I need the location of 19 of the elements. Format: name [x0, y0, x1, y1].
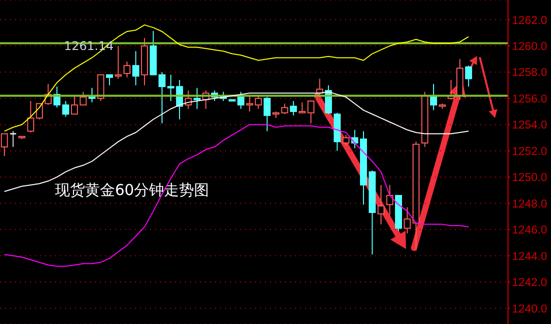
candlestick — [194, 87, 201, 110]
text: 现货黄金60分钟走势图 — [55, 181, 210, 199]
y-tick-label: 1258.0 — [512, 67, 548, 80]
candlestick — [132, 50, 140, 86]
y-tick-label: 1246.0 — [512, 224, 548, 237]
y-tick-label: 1248.0 — [512, 198, 548, 210]
y-tick-label: 1250.0 — [512, 172, 548, 184]
y-tick-label: 1262.0 — [512, 14, 548, 27]
line-series — [4, 124, 470, 267]
y-tick-label: 1242.0 — [512, 277, 548, 290]
line-series — [4, 24, 470, 132]
candlestick — [386, 184, 394, 216]
y-tick-label: 1244.0 — [512, 250, 548, 263]
y-tick-label: 1260.0 — [512, 40, 548, 53]
y-tick-label: 1254.0 — [512, 120, 548, 132]
candlestick — [377, 184, 384, 225]
y-tick-label: 1240.0 — [512, 303, 548, 316]
y-tick-label: 1256.0 — [512, 93, 548, 106]
y-tick-label: 1252.0 — [512, 146, 548, 158]
